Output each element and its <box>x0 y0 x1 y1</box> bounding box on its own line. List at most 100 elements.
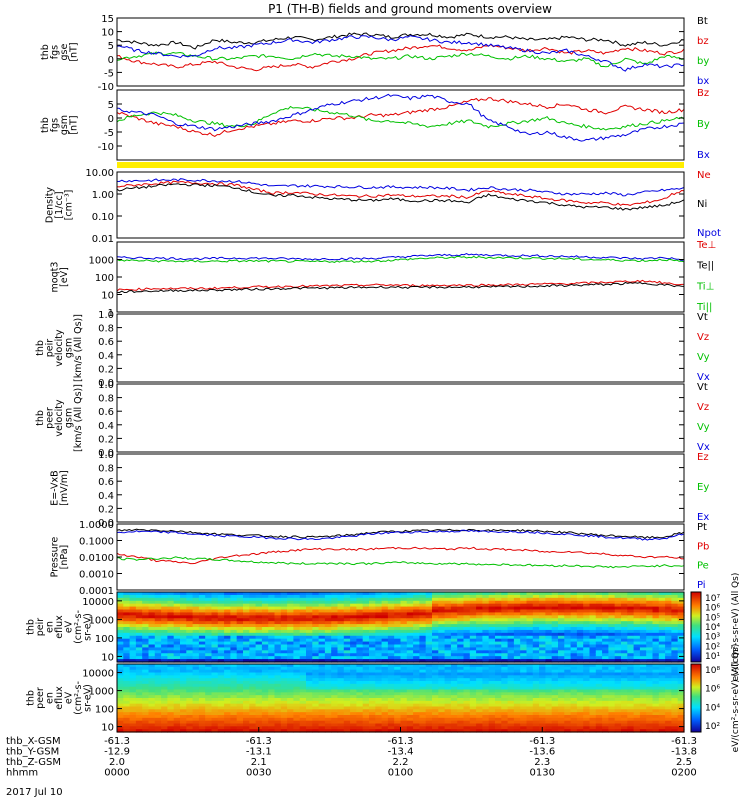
spectrogram-cell <box>419 615 427 619</box>
spectrogram-cell <box>331 678 339 682</box>
colorbar-tick-label: 10³ <box>705 633 720 643</box>
spectrogram-cell <box>589 683 597 688</box>
spectrogram-cell <box>299 592 307 596</box>
spectrogram-cell <box>255 615 263 619</box>
spectrogram-cell <box>167 692 175 696</box>
spectrogram-cell <box>558 644 565 649</box>
spectrogram-cell <box>186 720 194 725</box>
spectrogram-cell <box>633 594 641 599</box>
spectrogram-cell <box>123 700 131 705</box>
spectrogram-cell <box>173 700 181 705</box>
spectrogram-cell <box>161 709 168 713</box>
spectrogram-cell <box>501 664 509 668</box>
spectrogram-cell <box>198 729 206 733</box>
spectrogram-cell <box>255 629 263 634</box>
spectrogram-cell <box>570 644 578 649</box>
legend-label: Vt <box>697 312 708 323</box>
spectrogram-cell <box>205 678 213 682</box>
spectrogram-cell <box>318 627 326 631</box>
spectrogram-cell <box>337 653 345 657</box>
spectrogram-cell <box>400 653 408 657</box>
spectrogram-cell <box>488 618 496 622</box>
spectrogram-cell <box>476 726 483 730</box>
spectrogram-cell <box>608 594 616 599</box>
spectrogram-cell <box>551 627 559 631</box>
spectrogram-cell <box>331 706 339 710</box>
spectrogram-cell <box>432 641 439 646</box>
spectrogram-cell <box>621 600 628 605</box>
spectrogram-cell <box>576 638 584 643</box>
spectrogram-cell <box>224 659 231 663</box>
spectrogram-cell <box>558 715 565 719</box>
spectrogram-cell <box>230 729 238 733</box>
spectrogram-cell <box>513 681 521 685</box>
spectrogram-cell <box>589 615 597 619</box>
spectrogram-cell <box>387 712 395 716</box>
spectrogram-cell <box>230 686 238 691</box>
spectrogram-cell <box>432 672 439 676</box>
spectrogram-cell <box>135 675 143 679</box>
spectrogram-cell <box>161 664 168 668</box>
spectrogram-cell <box>495 678 502 682</box>
spectrogram-cell <box>312 675 320 679</box>
spectrogram-cell <box>646 698 654 702</box>
spectrogram-cell <box>343 669 351 674</box>
spectrogram-cell <box>350 678 357 682</box>
spectrogram-cell <box>614 669 622 674</box>
spectrogram-cell <box>425 726 433 730</box>
spectrogram-cell <box>217 618 225 622</box>
spectrogram-cell <box>450 618 458 622</box>
spectrogram-cell <box>507 629 515 634</box>
spectrogram-cell <box>677 681 685 685</box>
spectrogram-cell <box>356 592 364 596</box>
spectrogram-cell <box>425 712 433 716</box>
spectrogram-cell <box>419 656 427 660</box>
spectrogram-cell <box>432 624 439 628</box>
spectrogram-cell <box>507 678 515 682</box>
spectrogram-cell <box>432 706 439 710</box>
spectrogram-cell <box>671 712 679 716</box>
spectrogram-cell <box>387 698 395 702</box>
spectrogram-cell <box>243 664 250 668</box>
spectrogram-cell <box>432 615 439 619</box>
spectrogram-cell <box>387 666 395 671</box>
spectrogram-cell <box>570 650 578 654</box>
spectrogram-cell <box>450 683 458 688</box>
spectrogram-cell <box>602 695 609 699</box>
spectrogram-cell <box>589 638 597 643</box>
spectrogram-cell <box>671 692 679 696</box>
spectrogram-cell <box>665 609 672 614</box>
spectrogram-cell <box>306 624 313 628</box>
spectrogram-cell <box>186 609 194 614</box>
spectrogram-cell <box>117 650 124 654</box>
spectrogram-cell <box>394 635 402 640</box>
spectrogram-cell <box>652 627 660 631</box>
spectrogram-cell <box>356 609 364 614</box>
spectrogram-cell <box>268 703 276 708</box>
spectrogram-cell <box>236 709 244 713</box>
spectrogram-cell <box>614 692 622 696</box>
spectrogram-cell <box>513 703 521 708</box>
spectrogram-cell <box>161 653 168 657</box>
spectrogram-cell <box>658 700 666 705</box>
spectrogram-cell <box>608 635 616 640</box>
y-axis-label: thb <box>35 410 46 426</box>
spectrogram-cell <box>293 609 301 614</box>
spectrogram-cell <box>450 717 458 722</box>
spectrogram-cell <box>387 695 395 699</box>
spectrogram-cell <box>425 618 433 622</box>
spectrogram-cell <box>671 647 679 651</box>
spectrogram-cell <box>148 603 156 608</box>
spectrogram-cell <box>161 715 168 719</box>
spectrogram-cell <box>495 712 502 716</box>
spectrogram-cell <box>677 675 685 679</box>
spectrogram-cell <box>280 723 288 727</box>
spectrogram-cell <box>129 686 137 691</box>
spectrogram-cell <box>154 629 162 634</box>
spectrogram-cell <box>293 641 301 646</box>
spectrogram-cell <box>268 692 276 696</box>
spectrogram-cell <box>148 672 156 676</box>
spectrogram-cell <box>482 606 490 611</box>
spectrogram-cell <box>444 666 452 671</box>
